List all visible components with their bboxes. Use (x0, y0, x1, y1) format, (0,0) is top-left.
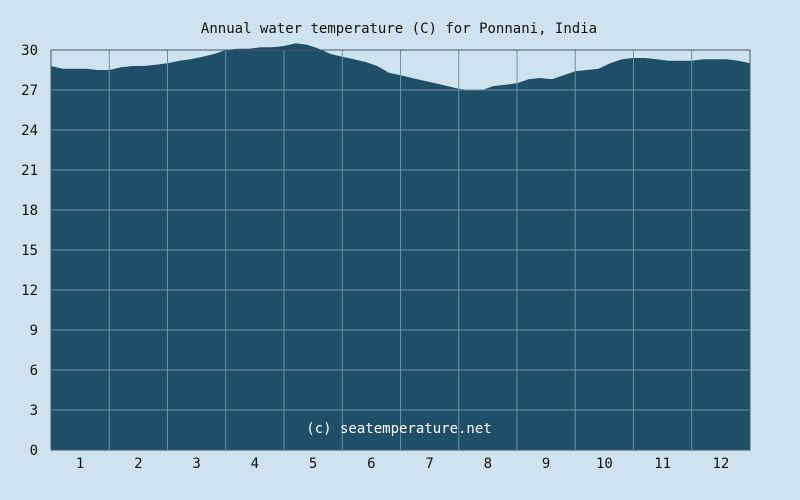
y-tick-label: 9 (30, 323, 38, 339)
x-axis: 1 2 3 4 5 6 7 8 9 10 11 12 (76, 456, 729, 472)
x-tick-label: 8 (484, 456, 492, 472)
watermark: (c) seatemperature.net (306, 421, 491, 437)
x-tick-label: 2 (134, 456, 142, 472)
chart-title: Annual water temperature (C) for Ponnani… (201, 21, 597, 37)
y-tick-label: 18 (21, 203, 38, 219)
y-tick-label: 3 (30, 403, 38, 419)
x-tick-label: 7 (425, 456, 433, 472)
x-tick-label: 3 (192, 456, 200, 472)
x-tick-label: 11 (654, 456, 671, 472)
x-tick-label: 12 (712, 456, 729, 472)
grid-layer (50, 49, 751, 451)
x-tick-label: 10 (596, 456, 613, 472)
y-tick-label: 6 (30, 363, 38, 379)
y-axis: 0 3 6 9 12 15 18 21 24 27 30 (21, 43, 38, 459)
x-tick-label: 4 (251, 456, 259, 472)
plot-frame (50, 49, 751, 451)
y-tick-label: 27 (21, 83, 38, 99)
x-tick-label: 6 (367, 456, 375, 472)
y-tick-label: 24 (21, 123, 38, 139)
x-tick-label: 5 (309, 456, 317, 472)
y-tick-label: 30 (21, 43, 38, 59)
y-tick-label: 15 (21, 243, 38, 259)
y-tick-label: 21 (21, 163, 38, 179)
x-tick-label: 1 (76, 456, 84, 472)
x-tick-label: 9 (542, 456, 550, 472)
y-tick-label: 0 (30, 443, 38, 459)
y-tick-label: 12 (21, 283, 38, 299)
